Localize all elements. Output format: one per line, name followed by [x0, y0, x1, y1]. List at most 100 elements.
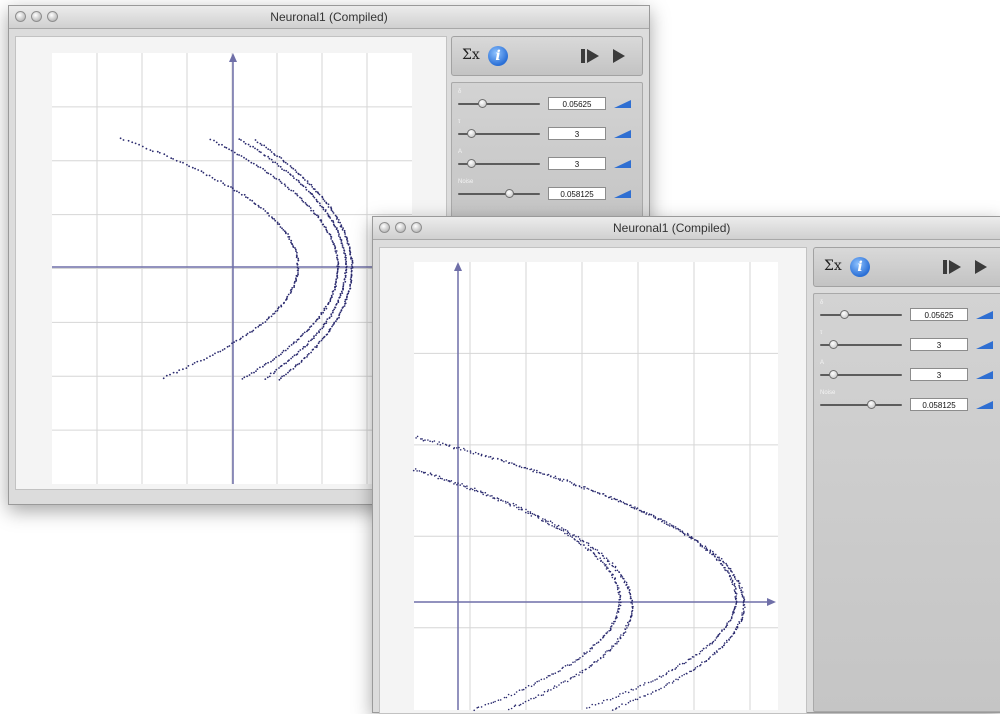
trajectory-point [657, 518, 659, 521]
trajectory-point [458, 446, 460, 449]
param-slider[interactable] [458, 133, 540, 135]
param-value-field[interactable]: 0.05625 [548, 97, 606, 110]
value-arrow-icon[interactable] [614, 129, 632, 139]
param-slider[interactable] [458, 193, 540, 195]
param-slider-knob[interactable] [504, 189, 514, 198]
window-zoom-icon[interactable] [411, 222, 422, 233]
value-arrow-icon[interactable] [976, 400, 994, 410]
param-value-field[interactable]: 3 [910, 338, 968, 351]
trajectory-point [705, 549, 707, 551]
trajectory-point [616, 638, 619, 640]
value-arrow-icon[interactable] [976, 310, 994, 320]
play-icon[interactable] [974, 259, 988, 275]
trajectory-point [587, 544, 590, 547]
trajectory-point [691, 537, 694, 539]
info-icon[interactable]: i [850, 257, 870, 277]
value-arrow-icon[interactable] [614, 159, 632, 169]
trajectory-point [176, 371, 178, 374]
trajectory-point [504, 500, 507, 503]
window-titlebar[interactable]: Neuronal1 (Compiled) [9, 6, 649, 29]
param-value-field[interactable]: 3 [548, 127, 606, 140]
trajectory-point [637, 686, 639, 688]
param-value-field[interactable]: 0.05625 [910, 308, 968, 321]
sum-icon[interactable]: Σx [824, 258, 842, 274]
param-slider-knob[interactable] [829, 370, 839, 379]
trajectory-point [264, 154, 266, 157]
trajectory-point [422, 471, 425, 474]
trajectory-point [264, 378, 267, 380]
param-value-field[interactable]: 0.058125 [548, 187, 606, 200]
trajectory-point [484, 703, 487, 706]
window-minimize-icon[interactable] [395, 222, 406, 233]
trajectory-point [269, 173, 272, 176]
info-icon[interactable]: i [488, 46, 508, 66]
param-slider-knob[interactable] [467, 129, 477, 138]
param-slider[interactable] [458, 103, 540, 105]
param-value-field[interactable]: 3 [548, 157, 606, 170]
trajectory-point [575, 659, 577, 661]
trajectory-point [621, 576, 624, 578]
value-arrow-icon[interactable] [976, 370, 994, 380]
param-slider-knob[interactable] [467, 159, 477, 168]
trajectory-point [541, 519, 543, 522]
param-slider[interactable] [820, 314, 902, 316]
sum-icon[interactable]: Σx [462, 47, 480, 63]
step-icon[interactable] [942, 259, 962, 275]
window-minimize-icon[interactable] [31, 11, 42, 22]
trajectory-point [739, 587, 741, 590]
value-arrow-icon[interactable] [976, 340, 994, 350]
trajectory-point [278, 223, 281, 226]
trajectory-point [256, 368, 259, 370]
trajectory-point [329, 300, 332, 303]
trajectory-point [295, 256, 298, 259]
trajectory-point [510, 707, 513, 710]
param-slider[interactable] [820, 344, 902, 346]
trajectory-point [295, 353, 298, 356]
trajectory-point [686, 532, 689, 535]
trajectory-point [323, 309, 326, 312]
trajectory-point [620, 601, 622, 604]
param-slider-knob[interactable] [477, 99, 487, 108]
value-arrow-icon[interactable] [614, 189, 632, 199]
trajectory-point [529, 468, 531, 471]
trajectory-point [350, 270, 353, 273]
step-icon[interactable] [580, 48, 600, 64]
trajectory-point [607, 559, 609, 561]
trajectory-point [262, 167, 264, 170]
trajectory-point [276, 309, 279, 312]
param-slider-knob[interactable] [829, 340, 839, 349]
window-close-icon[interactable] [15, 11, 26, 22]
trajectory-point [351, 266, 354, 269]
trajectory-point [743, 597, 745, 600]
phase-plot[interactable] [379, 247, 807, 714]
value-arrow-icon[interactable] [614, 99, 632, 109]
window-close-icon[interactable] [379, 222, 390, 233]
param-slider-knob[interactable] [839, 310, 849, 319]
trajectory-point [560, 682, 563, 684]
trajectory-point [194, 167, 197, 170]
trajectory-point [282, 302, 285, 305]
trajectory-point [741, 612, 743, 614]
window-titlebar[interactable]: Neuronal1 (Compiled) [373, 217, 1000, 240]
window-zoom-icon[interactable] [47, 11, 58, 22]
param-value-field[interactable]: 0.058125 [910, 398, 968, 411]
param-slider-knob[interactable] [866, 400, 876, 409]
trajectory-point [412, 469, 415, 472]
trajectory-point [602, 654, 605, 656]
trajectory-point [448, 444, 451, 446]
trajectory-point [600, 560, 602, 562]
param-slider[interactable] [820, 374, 902, 376]
trajectory-point [307, 329, 309, 332]
trajectory-point [220, 180, 222, 182]
trajectory-point [262, 365, 264, 368]
trajectory-point [549, 520, 552, 522]
param-value-field[interactable]: 3 [910, 368, 968, 381]
param-slider[interactable] [820, 404, 902, 406]
play-icon[interactable] [612, 48, 626, 64]
trajectory-point [340, 226, 343, 228]
phase-plot-canvas [412, 262, 778, 712]
trajectory-point [564, 680, 566, 682]
trajectory-point [273, 312, 276, 315]
trajectory-point [543, 473, 546, 475]
param-slider[interactable] [458, 163, 540, 165]
